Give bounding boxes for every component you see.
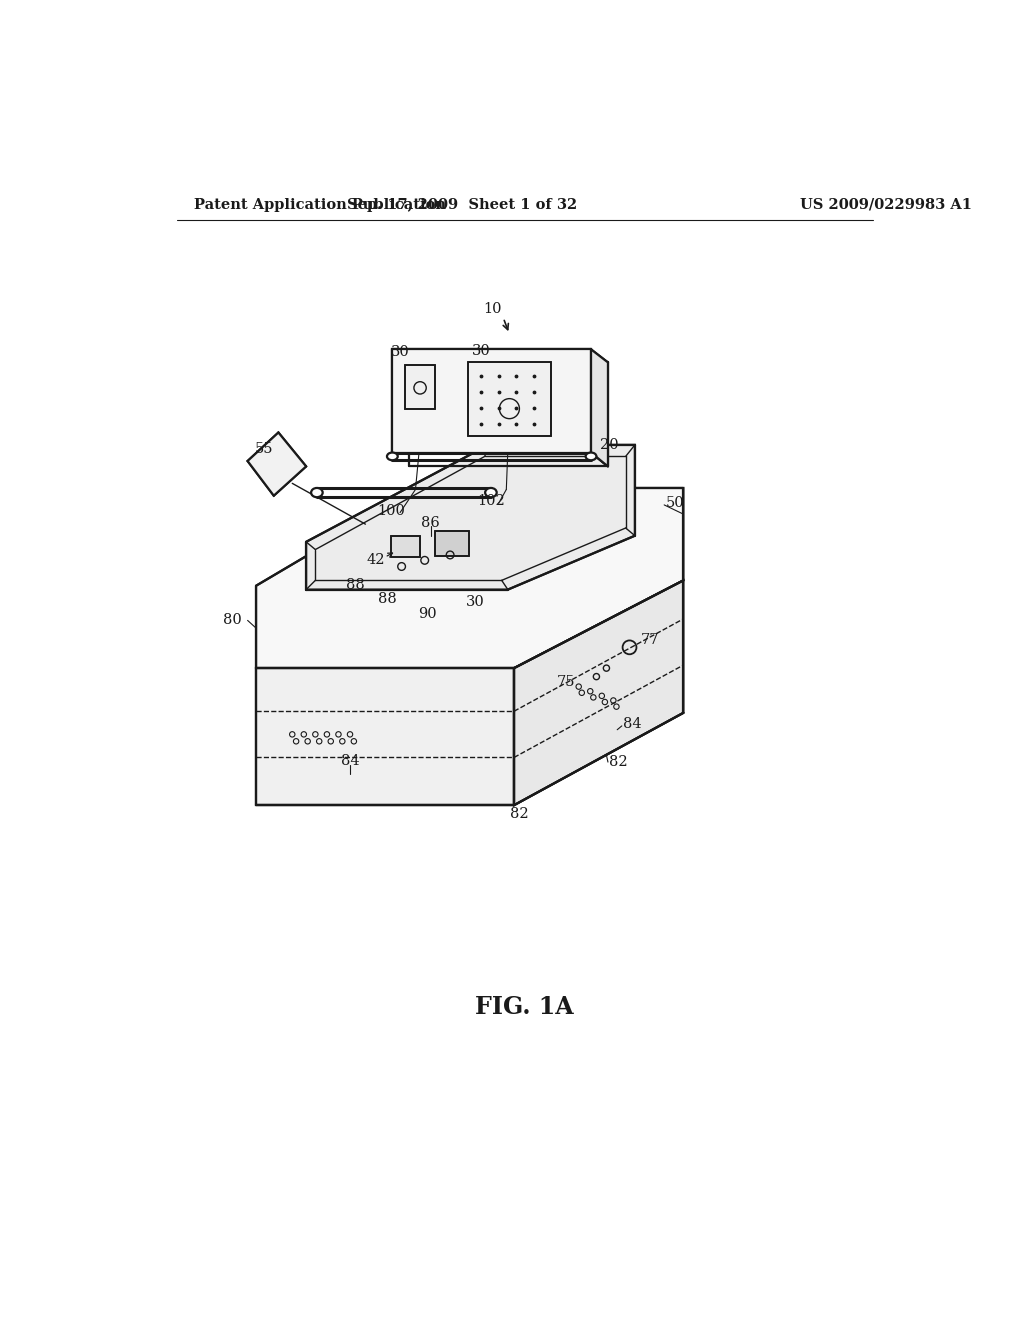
Bar [404,364,435,409]
Bar [435,531,469,556]
Text: FIG. 1A: FIG. 1A [475,995,574,1019]
Text: 50: 50 [666,496,684,511]
Text: 30: 30 [391,346,410,359]
Text: Patent Application Publication: Patent Application Publication [194,198,445,211]
Text: US 2009/0229983 A1: US 2009/0229983 A1 [801,198,973,211]
Text: 75: 75 [557,675,575,689]
Text: 84: 84 [624,717,642,731]
Bar [468,363,551,436]
Bar [404,364,435,409]
Text: 80: 80 [223,614,243,627]
Bar [391,536,420,557]
Text: 84: 84 [341,754,359,767]
Text: 88: 88 [378,591,396,606]
Polygon shape [306,445,635,590]
Text: 20: 20 [600,438,618,451]
Text: 30: 30 [471,345,490,358]
Text: 42: 42 [367,553,385,568]
Text: 55: 55 [255,442,273,457]
Bar [391,536,420,557]
Bar [468,363,551,436]
Text: Sep. 17, 2009  Sheet 1 of 32: Sep. 17, 2009 Sheet 1 of 32 [346,198,577,211]
Bar [435,531,469,556]
Polygon shape [392,350,591,453]
Text: 88: 88 [346,578,365,591]
Polygon shape [591,350,608,466]
Ellipse shape [311,488,323,498]
Ellipse shape [586,453,596,461]
Text: 77: 77 [640,632,658,647]
Text: 82: 82 [510,808,528,821]
Text: 102: 102 [477,494,505,508]
Text: 100: 100 [377,504,404,517]
Ellipse shape [485,488,497,498]
Polygon shape [256,668,514,805]
Text: 82: 82 [609,755,628,770]
Polygon shape [514,581,683,805]
Polygon shape [248,433,306,496]
Text: 90: 90 [418,607,436,622]
Text: 10: 10 [483,301,502,315]
Text: 30: 30 [466,595,485,609]
Polygon shape [256,488,683,668]
Ellipse shape [387,453,397,461]
Text: 86: 86 [422,516,440,531]
